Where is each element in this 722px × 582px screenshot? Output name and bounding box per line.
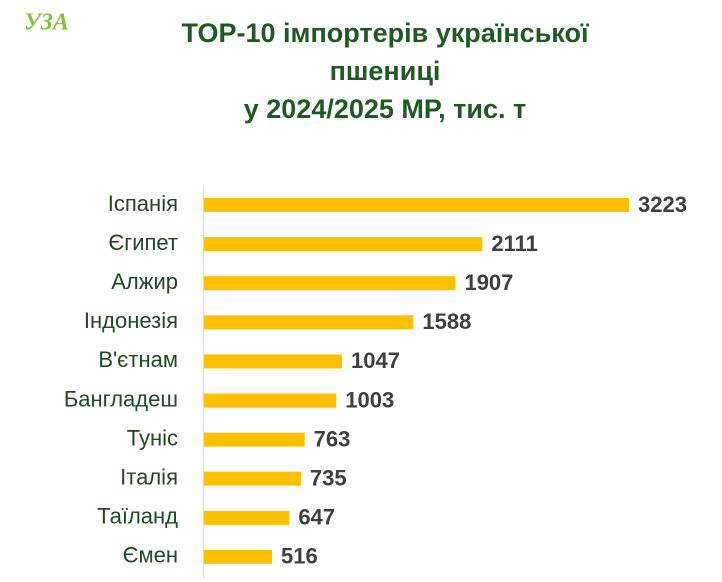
- logo: УЗА: [24, 10, 69, 36]
- chart-title: у 2024/2025 МР, тис. т: [244, 94, 527, 124]
- category-label: Туніс: [127, 425, 178, 450]
- value-label: 2111: [491, 231, 538, 256]
- bar: [204, 510, 290, 525]
- value-label: 763: [314, 426, 351, 451]
- value-label: 1003: [345, 387, 394, 412]
- bar: [204, 354, 343, 369]
- bar: [204, 237, 483, 252]
- value-label: 735: [310, 466, 347, 491]
- chart-title: пшениці: [330, 56, 441, 86]
- category-label: Бангладеш: [64, 386, 178, 411]
- bar: [204, 393, 337, 408]
- category-label: Індонезія: [84, 308, 178, 333]
- category-label: Єгипет: [108, 230, 178, 255]
- category-label: Іспанія: [108, 191, 178, 216]
- category-label: Алжир: [111, 269, 178, 294]
- category-label: Італія: [120, 465, 178, 490]
- bar: [204, 549, 273, 564]
- value-label: 3223: [638, 192, 687, 217]
- bar: [204, 198, 629, 212]
- bar: [204, 432, 305, 447]
- value-label: 647: [298, 505, 335, 530]
- category-label: В'єтнам: [98, 347, 178, 372]
- category-label: Ємен: [123, 543, 178, 568]
- chart-title: TOP-10 імпортерів української: [181, 18, 589, 48]
- value-label: 1907: [464, 270, 513, 295]
- bar: [204, 471, 301, 486]
- bar: [204, 315, 414, 330]
- value-label: 516: [281, 544, 318, 569]
- bar: [204, 276, 456, 291]
- category-label: Таїланд: [97, 504, 178, 529]
- value-label: 1588: [422, 309, 471, 334]
- value-label: 1047: [351, 348, 400, 373]
